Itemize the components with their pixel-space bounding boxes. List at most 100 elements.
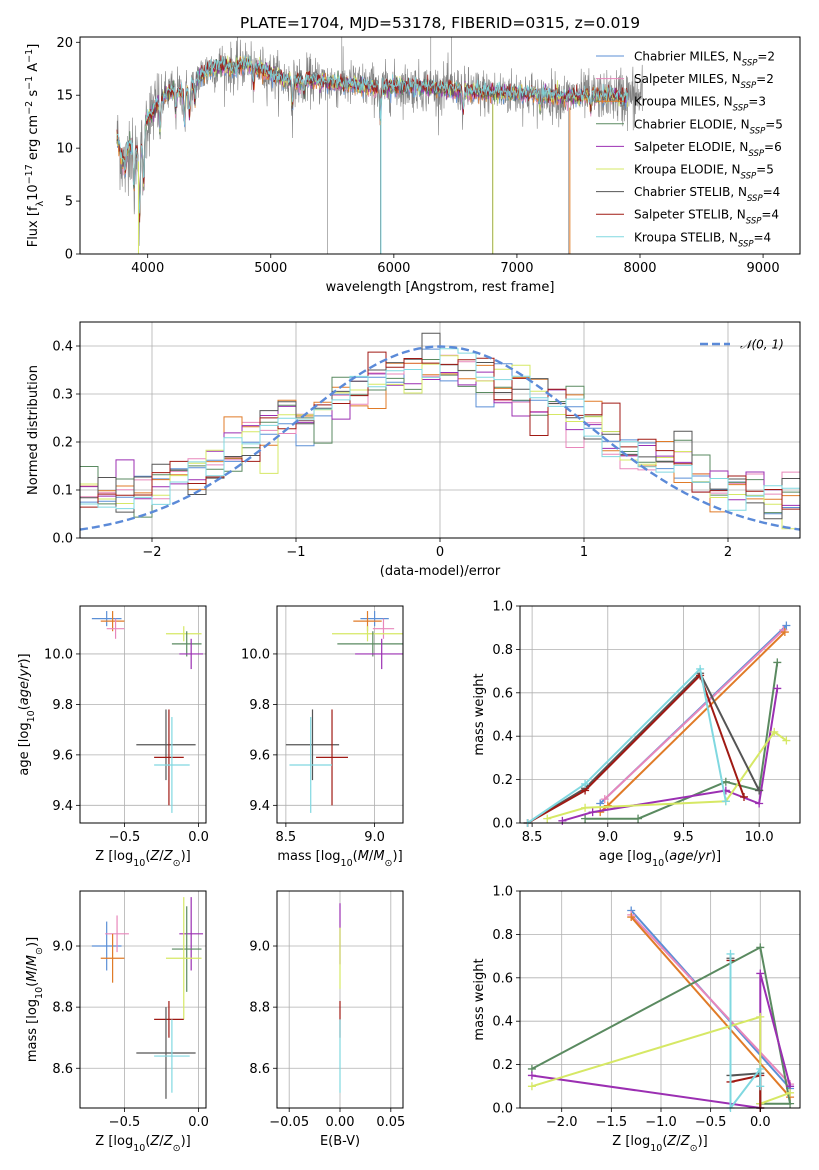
x-axis-label: Z [log10(Z/Z⊙)] [95, 1134, 190, 1154]
figure-title: PLATE=1704, MJD=53178, FIBERID=0315, z=0… [240, 14, 640, 32]
x-tick-label: 5000 [254, 261, 287, 276]
mass-weight-marker [780, 628, 789, 637]
y-tick-label: 15 [56, 89, 73, 104]
mass-weight-marker [755, 799, 764, 808]
mass-weight-marker [721, 797, 730, 806]
mass-weight-line [729, 958, 762, 1108]
x-tick-label: −0.5 [695, 1115, 727, 1130]
errorbar-point [154, 1001, 184, 1038]
y-tick-label: 9.4 [249, 799, 270, 814]
x-tick-label: −2 [142, 545, 161, 560]
axes-frame [519, 890, 801, 1109]
mass-weight-marker [756, 1082, 765, 1091]
mass-weight-marker [527, 1082, 536, 1091]
mass-weight-marker [756, 1064, 765, 1073]
massweight-vs-Z-panel: −2.0 −1.5 −1.0 −0.5 0.0 0.0 0.2 0.4 0.6 0.8 1.0 Z [… [472, 885, 801, 1154]
axes-frame [79, 36, 801, 255]
axes-frame [519, 605, 801, 824]
errorbar-point [91, 611, 122, 627]
mass-weight-marker [581, 814, 590, 823]
x-tick-label: 2 [724, 545, 732, 560]
y-tick-label: 1.0 [492, 885, 513, 900]
y-tick-label: 8.6 [249, 1062, 270, 1077]
x-axis-label: Z [log10(Z/Z⊙)] [612, 1134, 707, 1154]
x-tick-label: 10.0 [745, 830, 774, 845]
y-tick-label: 0.0 [492, 817, 513, 832]
mass-weight-marker [786, 1088, 795, 1097]
mass-weight-marker [527, 1071, 536, 1080]
mass-weight-line [531, 945, 792, 1105]
spectrum-legend: Chabrier MILES, NSSP=2 Salpeter MILES, NS… [596, 50, 783, 249]
mass-weight-marker [756, 943, 765, 952]
errorbar-point [100, 933, 125, 983]
y-tick-label: 0.2 [52, 436, 73, 451]
mass-weight-line [630, 916, 791, 1098]
x-tick-label: 9.0 [364, 830, 385, 845]
mass-weight-marker [773, 658, 782, 667]
errorbar-point [105, 915, 129, 953]
errorbar-point [136, 1007, 196, 1099]
mass-weight-marker [581, 779, 590, 788]
y-tick-label: 8.6 [52, 1062, 73, 1077]
y-axis-label: mass weight [472, 673, 487, 755]
x-tick-label: −0.5 [109, 830, 141, 845]
age-vs-mass-panel: 8.5 9.0 9.4 9.6 9.8 10.0 mass [log10(M/M⊙)] [241, 605, 404, 869]
x-tick-label: 0.0 [188, 1115, 209, 1130]
y-tick-label: 0.2 [492, 1058, 513, 1073]
mass-weight-marker [773, 684, 782, 693]
mass-weight-marker [634, 814, 643, 823]
axes-frame [276, 605, 404, 824]
y-axis-label: age [log10(age/yr)] [17, 653, 37, 775]
observed-spectrum [116, 37, 643, 246]
y-tick-label: 0.1 [52, 484, 73, 499]
x-tick-label: −1.5 [596, 1115, 628, 1130]
y-tick-label: 0 [65, 248, 73, 263]
mass-weight-line [562, 688, 779, 822]
x-axis-label: age [log10(age/yr)] [599, 849, 721, 869]
mass-weight-marker [756, 1012, 765, 1021]
age-vs-Z-panel: −0.5 0.0 9.4 9.6 9.8 10.0 Z [log10(Z/Z⊙)] age [… [17, 605, 209, 869]
mass-weight-marker [588, 808, 597, 817]
legend-entry: Kroupa MILES, NSSP=3 [634, 95, 766, 114]
errorbar-point [372, 618, 395, 639]
axes-frame [79, 605, 207, 824]
x-axis-label: (data-model)/error [380, 564, 501, 579]
x-tick-label: 0.0 [188, 830, 209, 845]
errorbars [285, 611, 403, 813]
x-tick-label: 6000 [377, 261, 410, 276]
y-axis-label: Flux [fλ10−17 erg cm−2 s−1 A−1] [24, 44, 46, 248]
legend-entry: Kroupa STELIB, NSSP=4 [634, 230, 771, 249]
errorbar-point [179, 897, 204, 971]
y-tick-label: 0.8 [492, 643, 513, 658]
massweight-vs-age-panel: 8.5 9.0 9.5 10.0 0.0 0.2 0.4 0.6 0.8 1.0 age [log1… [472, 600, 801, 869]
mass-weight-line [527, 673, 745, 824]
histograms [80, 332, 800, 531]
axes-frame [79, 890, 207, 1109]
errorbar-point [171, 906, 202, 992]
x-tick-label: 0 [436, 545, 444, 560]
x-tick-label: 9.5 [673, 830, 694, 845]
x-tick-label: 9.0 [597, 830, 618, 845]
mass-vs-Z-panel: −0.5 0.0 8.6 8.8 9.0 Z [log10(Z/Z⊙)] mass [log… [25, 890, 209, 1154]
y-tick-label: 10.0 [241, 647, 270, 662]
y-tick-label: 0.6 [492, 971, 513, 986]
x-tick-label: −2.0 [546, 1115, 578, 1130]
x-tick-label: 4000 [131, 261, 164, 276]
y-tick-label: 9.0 [249, 940, 270, 955]
y-tick-label: 5 [65, 195, 73, 210]
y-tick-label: 20 [56, 36, 73, 51]
series-lines [527, 906, 795, 1112]
legend-entry: Kroupa ELODIE, NSSP=5 [634, 163, 774, 182]
x-tick-label: 0.05 [376, 1115, 405, 1130]
x-tick-label: 0.00 [326, 1115, 355, 1130]
mass-weight-marker [543, 814, 552, 823]
legend-entry: Chabrier ELODIE, NSSP=5 [634, 117, 783, 136]
errorbar-point [165, 626, 202, 642]
y-axis-label: Normed distribution [26, 365, 41, 495]
x-tick-label: 9000 [747, 261, 780, 276]
mass-weight-marker [786, 1099, 795, 1108]
x-tick-label: 8000 [623, 261, 656, 276]
errorbar-point [332, 626, 403, 642]
y-axis-label: mass weight [472, 958, 487, 1040]
x-axis-label: wavelength [Angstrom, rest frame] [326, 280, 555, 295]
